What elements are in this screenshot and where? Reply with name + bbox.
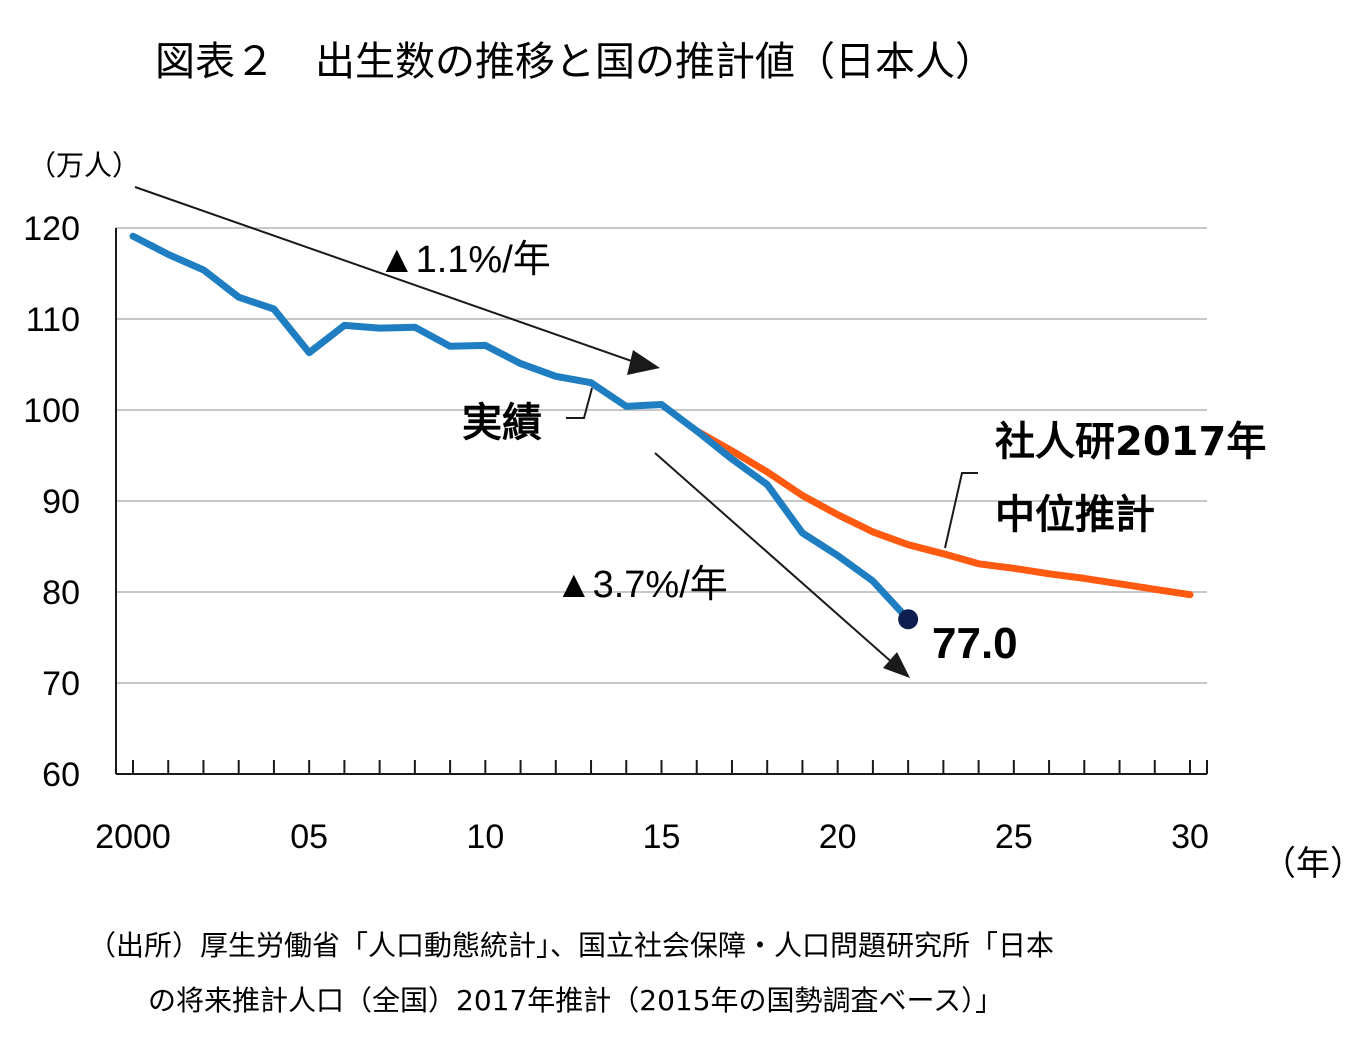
projection-line [693, 427, 1194, 599]
x-axis-unit: （年） [1262, 845, 1361, 883]
x-tick-label: 20 [819, 818, 857, 856]
trend-arrow-2 [654, 452, 910, 678]
y-tick-labels: 60 70 80 90 100 110 120 [23, 210, 80, 794]
x-tick-label: 15 [643, 818, 681, 856]
y-tick-label: 90 [42, 483, 80, 521]
chart-title: 図表２ 出生数の推移と国の推計値（日本人） [155, 39, 995, 85]
actual-series-label: 実績 [462, 400, 542, 446]
projection-label-line2: 中位推計 [995, 492, 1155, 538]
last-value-label: 77.0 [932, 619, 1018, 668]
axes [115, 228, 1208, 775]
trend-arrow-1 [134, 186, 660, 375]
y-tick-label: 80 [42, 574, 80, 612]
x-tick-label: 05 [290, 818, 328, 856]
actual-leader-line [566, 387, 593, 419]
projection-label-line1: 社人研2017年 [995, 419, 1266, 465]
source-line-1: （出所）厚生労働省「人口動態統計」、国立社会保障・人口問題研究所「日本 [88, 929, 1054, 962]
x-tick-label: 30 [1171, 818, 1209, 856]
y-tick-label: 110 [26, 301, 80, 339]
endpoint-marker [898, 609, 919, 630]
y-axis-unit: （万人） [28, 149, 140, 182]
projection-leader-line [944, 472, 978, 549]
source-line-2: の将来推計人口（全国）2017年推計（2015年の国勢調査ベース）」 [148, 984, 1003, 1017]
actual-births-line [129, 232, 912, 623]
trend-label-1: ▲1.1%/年 [378, 239, 551, 281]
x-tick-label: 2000 [95, 818, 171, 856]
series-lines [129, 232, 1194, 630]
trend-label-2: ▲3.7%/年 [555, 564, 728, 606]
y-tick-label: 70 [42, 665, 80, 703]
y-tick-label: 100 [23, 392, 80, 430]
x-tick-label: 25 [995, 818, 1033, 856]
gridlines [116, 227, 1207, 684]
y-tick-label: 60 [42, 756, 80, 794]
x-tick-labels: 2000 05 10 15 20 25 30 [95, 818, 1209, 856]
y-tick-label: 120 [23, 210, 80, 248]
x-tick-label: 10 [466, 818, 504, 856]
